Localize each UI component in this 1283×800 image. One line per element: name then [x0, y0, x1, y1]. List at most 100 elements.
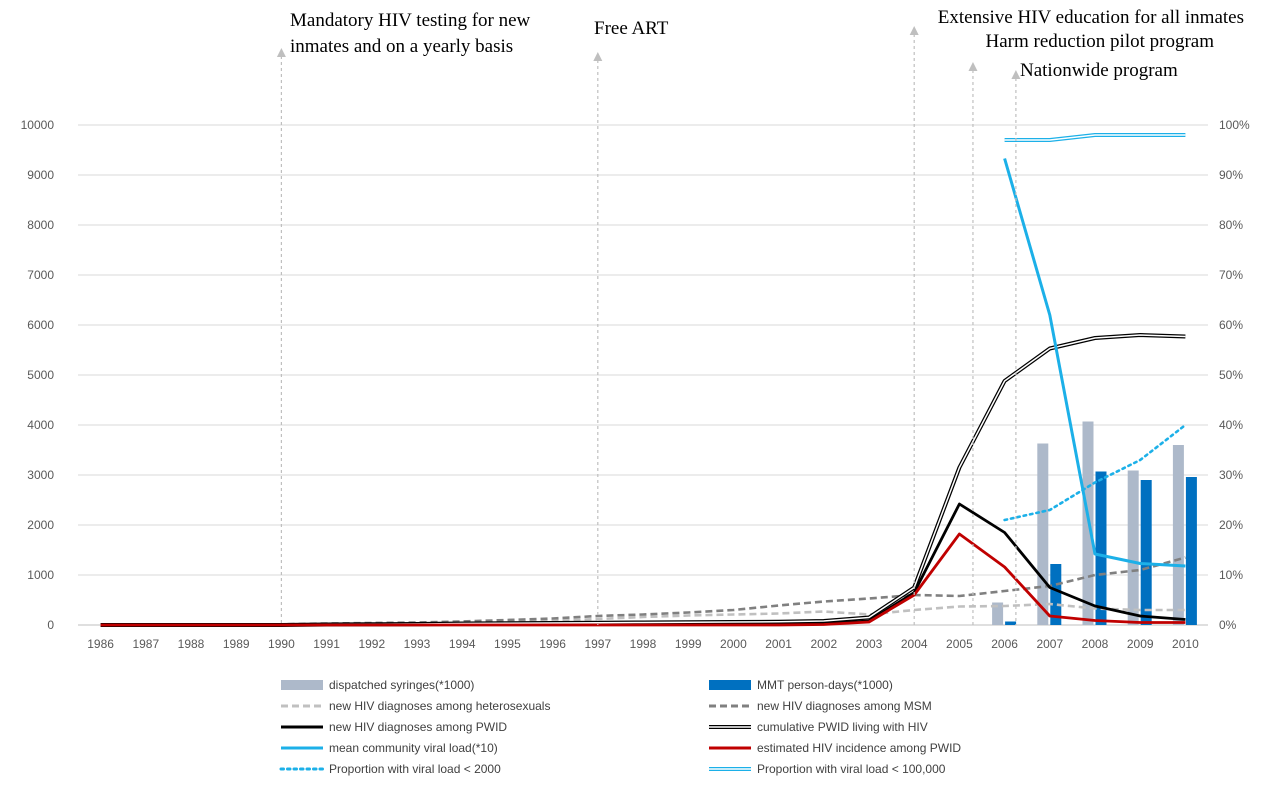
x-tick-label: 1994	[449, 637, 476, 651]
legend-label: mean community viral load(*10)	[329, 741, 498, 755]
legend-item: MMT person-days(*1000)	[709, 678, 893, 692]
legend-label: estimated HIV incidence among PWID	[757, 741, 961, 755]
line-msm	[100, 556, 1186, 627]
axis-ticks: 0 1000 2000 3000 4000 5000 6000 7000 8000 9000 100…	[21, 118, 1250, 651]
x-tick-label: 2008	[1082, 637, 1109, 651]
bar-dispatched-syringes	[992, 602, 1004, 625]
legend-item: estimated HIV incidence among PWID	[709, 741, 961, 755]
x-tick-label: 1992	[358, 637, 385, 651]
y-left-tick-label: 2000	[27, 518, 54, 532]
x-tick-label: 1991	[313, 637, 340, 651]
x-tick-label: 1990	[268, 637, 295, 651]
y-left-tick-label: 1000	[27, 568, 54, 582]
y-left-tick-label: 7000	[27, 268, 54, 282]
legend-swatch	[709, 680, 751, 690]
event-label: Nationwide program	[1020, 60, 1178, 81]
line-cumulative-pwid-outer	[100, 333, 1186, 627]
x-tick-label: 1997	[584, 637, 611, 651]
event-label: Extensive HIV education for all inmates	[938, 7, 1244, 28]
y-left-tick-label: 10000	[21, 118, 55, 132]
line-marks	[100, 133, 1187, 627]
event-label: Mandatory HIV testing for new	[290, 10, 531, 31]
legend-label: new HIV diagnoses among MSM	[757, 699, 932, 713]
legend-item: Proportion with viral load < 100,000	[709, 762, 946, 776]
y-right-tick-label: 0%	[1219, 618, 1237, 632]
x-tick-label: 2002	[810, 637, 837, 651]
x-tick-label: 1986	[87, 637, 114, 651]
y-right-tick-label: 50%	[1219, 368, 1243, 382]
bar-dispatched-syringes	[1172, 445, 1184, 625]
x-tick-label: 2007	[1036, 637, 1063, 651]
legend: dispatched syringes(*1000) MMT person-day…	[279, 678, 961, 776]
legend-label: Proportion with viral load < 2000	[329, 762, 501, 776]
y-left-tick-label: 4000	[27, 418, 54, 432]
y-right-tick-label: 20%	[1219, 518, 1243, 532]
x-tick-label: 2004	[901, 637, 928, 651]
x-tick-label: 1995	[494, 637, 521, 651]
line-proportion-2000	[1003, 423, 1187, 522]
legend-item: new HIV diagnoses among PWID	[281, 720, 507, 734]
legend-item: cumulative PWID living with HIV	[709, 720, 928, 734]
line-pwid	[100, 502, 1186, 627]
event-label: inmates and on a yearly basis	[290, 36, 513, 57]
y-right-tick-label: 40%	[1219, 418, 1243, 432]
y-right-tick-label: 10%	[1219, 568, 1243, 582]
legend-label: new HIV diagnoses among PWID	[329, 720, 507, 734]
event-label: Harm reduction pilot program	[986, 31, 1215, 52]
legend-item: dispatched syringes(*1000)	[281, 678, 474, 692]
line-proportion-100000	[1004, 134, 1186, 141]
x-tick-label: 2009	[1127, 637, 1154, 651]
legend-item: Proportion with viral load < 2000	[279, 762, 501, 776]
event-markers: Mandatory HIV testing for new inmates and…	[276, 7, 1244, 625]
bar-mmt-person-days	[1095, 471, 1107, 625]
y-left-tick-label: 0	[47, 618, 54, 632]
legend-label: cumulative PWID living with HIV	[757, 720, 928, 734]
legend-label: MMT person-days(*1000)	[757, 678, 893, 692]
event-arrow	[593, 52, 603, 61]
x-tick-label: 2001	[765, 637, 792, 651]
bar-dispatched-syringes	[1037, 443, 1049, 625]
x-tick-label: 1999	[675, 637, 702, 651]
bar-mmt-person-days	[1005, 621, 1017, 625]
x-tick-label: 1987	[132, 637, 159, 651]
legend-item: mean community viral load(*10)	[281, 741, 498, 755]
bar-marks	[992, 421, 1197, 625]
y-left-tick-label: 6000	[27, 318, 54, 332]
x-tick-label: 1988	[178, 637, 205, 651]
line-viral-load	[1003, 158, 1186, 568]
x-tick-label: 2006	[991, 637, 1018, 651]
legend-label: new HIV diagnoses among heterosexuals	[329, 699, 550, 713]
y-right-tick-label: 60%	[1219, 318, 1243, 332]
x-tick-label: 2003	[856, 637, 883, 651]
y-right-tick-label: 30%	[1219, 468, 1243, 482]
y-left-tick-label: 9000	[27, 168, 54, 182]
bar-mmt-person-days	[1185, 477, 1197, 625]
bar-mmt-person-days	[1050, 564, 1062, 625]
y-right-tick-label: 70%	[1219, 268, 1243, 282]
legend-label: dispatched syringes(*1000)	[329, 678, 474, 692]
x-tick-label: 2000	[720, 637, 747, 651]
x-tick-label: 1989	[223, 637, 250, 651]
event-arrow	[909, 26, 919, 35]
y-right-tick-label: 90%	[1219, 168, 1243, 182]
event-arrow	[968, 62, 978, 71]
x-tick-label: 1998	[630, 637, 657, 651]
event-arrow	[1011, 70, 1021, 79]
x-tick-label: 2010	[1172, 637, 1199, 651]
line-cumulative-pwid	[100, 334, 1186, 626]
legend-label: Proportion with viral load < 100,000	[757, 762, 946, 776]
gridlines	[78, 124, 1208, 626]
x-tick-label: 1993	[404, 637, 431, 651]
bar-mmt-person-days	[1140, 480, 1152, 625]
y-left-tick-label: 8000	[27, 218, 54, 232]
event-label: Free ART	[594, 18, 669, 39]
line-incidence	[100, 532, 1186, 627]
y-right-tick-label: 100%	[1219, 118, 1250, 132]
bar-dispatched-syringes	[1127, 470, 1139, 625]
event-arrow	[276, 48, 286, 57]
y-left-tick-label: 3000	[27, 468, 54, 482]
x-tick-label: 2005	[946, 637, 973, 651]
legend-item: new HIV diagnoses among heterosexuals	[281, 699, 550, 713]
legend-item: new HIV diagnoses among MSM	[709, 699, 932, 713]
